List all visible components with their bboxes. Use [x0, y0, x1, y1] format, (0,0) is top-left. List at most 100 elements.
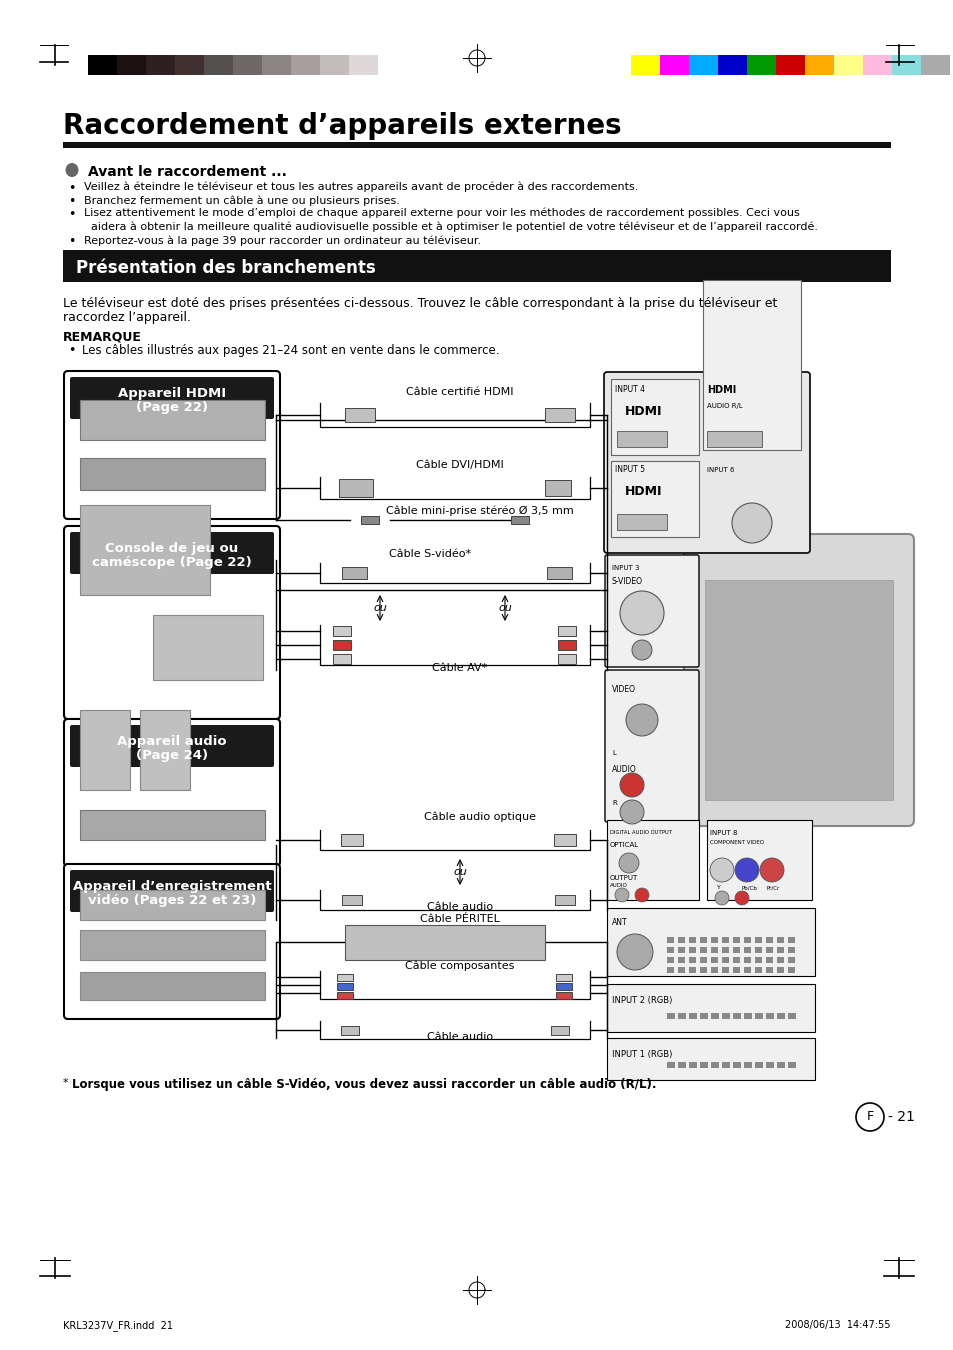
Circle shape	[734, 891, 748, 904]
Bar	[336, 983, 353, 990]
Bar	[710, 1012, 719, 1019]
Bar	[732, 967, 740, 973]
Text: •: •	[69, 235, 75, 248]
Bar	[333, 626, 351, 636]
Circle shape	[731, 504, 771, 543]
Bar	[765, 1062, 773, 1068]
Bar	[606, 1038, 814, 1080]
Circle shape	[619, 591, 663, 634]
Bar	[233, 55, 262, 76]
Text: •: •	[69, 208, 75, 221]
Text: aidera à obtenir la meilleure qualité audiovisuelle possible et à optimiser le p: aidera à obtenir la meilleure qualité au…	[84, 221, 817, 231]
Bar	[765, 957, 772, 963]
Text: Le téléviseur est doté des prises présentées ci-dessous. Trouvez le câble corres: Le téléviseur est doté des prises présen…	[63, 297, 777, 310]
Text: INPUT 1 (RGB): INPUT 1 (RGB)	[612, 1050, 672, 1058]
Bar	[732, 946, 740, 953]
Text: S-VIDEO: S-VIDEO	[612, 576, 642, 586]
Bar	[666, 1012, 675, 1019]
Bar	[776, 946, 783, 953]
Bar	[544, 408, 575, 423]
Circle shape	[760, 859, 783, 882]
FancyBboxPatch shape	[70, 869, 274, 913]
Bar	[80, 710, 130, 790]
Bar	[721, 957, 728, 963]
Bar	[754, 957, 761, 963]
Circle shape	[618, 853, 639, 873]
Bar	[721, 1012, 729, 1019]
Bar	[688, 1012, 697, 1019]
Bar	[204, 55, 233, 76]
Text: KRL3237V_FR.indd  21: KRL3237V_FR.indd 21	[63, 1320, 172, 1331]
Bar	[606, 819, 699, 900]
FancyBboxPatch shape	[70, 725, 274, 767]
Bar	[80, 505, 210, 595]
Bar	[721, 1062, 729, 1068]
Bar	[617, 431, 666, 447]
Circle shape	[734, 859, 759, 882]
Text: Câble mini-prise stéréo Ø 3,5 mm: Câble mini-prise stéréo Ø 3,5 mm	[386, 505, 574, 516]
Bar	[743, 967, 750, 973]
Bar	[606, 984, 814, 1031]
Text: Câble audio: Câble audio	[427, 902, 493, 913]
Bar	[765, 946, 772, 953]
Bar	[606, 909, 814, 976]
Bar	[710, 1062, 719, 1068]
Circle shape	[615, 888, 628, 902]
Bar	[700, 957, 706, 963]
Circle shape	[617, 934, 652, 971]
FancyBboxPatch shape	[70, 532, 274, 574]
Text: INPUT 6: INPUT 6	[706, 467, 734, 472]
Bar	[617, 514, 666, 531]
Text: ou: ou	[453, 867, 466, 878]
Circle shape	[625, 703, 658, 736]
Bar	[743, 946, 750, 953]
Ellipse shape	[66, 163, 78, 177]
Text: AUDIO: AUDIO	[609, 883, 627, 888]
Bar	[556, 991, 572, 999]
Bar	[610, 379, 699, 455]
Text: Appareil audio: Appareil audio	[117, 734, 227, 748]
Bar	[710, 946, 718, 953]
Bar	[333, 653, 351, 664]
Bar	[718, 55, 746, 76]
Text: R: R	[612, 801, 616, 806]
Bar	[555, 895, 575, 905]
Bar	[80, 810, 265, 840]
Text: AUDIO R/L: AUDIO R/L	[706, 404, 742, 409]
Bar	[743, 937, 750, 944]
Bar	[721, 967, 728, 973]
Bar	[666, 967, 673, 973]
Bar	[732, 957, 740, 963]
Bar	[754, 946, 761, 953]
Text: Appareil HDMI: Appareil HDMI	[118, 387, 226, 400]
Text: Câble audio: Câble audio	[427, 1031, 493, 1042]
Bar	[743, 1012, 751, 1019]
Bar	[80, 930, 265, 960]
Bar	[551, 1026, 568, 1034]
Bar	[833, 55, 862, 76]
Bar	[544, 481, 571, 495]
Bar	[558, 653, 576, 664]
FancyBboxPatch shape	[70, 377, 274, 418]
Text: OUTPUT: OUTPUT	[609, 875, 638, 882]
Bar	[754, 967, 761, 973]
Text: ou: ou	[497, 603, 512, 613]
Bar	[678, 946, 684, 953]
Bar	[732, 1012, 740, 1019]
Bar	[556, 983, 572, 990]
Circle shape	[635, 888, 648, 902]
Bar	[700, 967, 706, 973]
Bar	[319, 55, 349, 76]
Text: *: *	[63, 1079, 69, 1088]
Text: COMPONENT VIDEO: COMPONENT VIDEO	[709, 840, 763, 845]
FancyBboxPatch shape	[64, 526, 280, 720]
Text: INPUT 4: INPUT 4	[615, 385, 644, 394]
Text: HDMI: HDMI	[706, 385, 736, 396]
Bar	[706, 431, 761, 447]
Text: Avant le raccordement ...: Avant le raccordement ...	[88, 165, 287, 180]
Bar	[700, 1062, 707, 1068]
Bar	[787, 937, 794, 944]
Circle shape	[709, 859, 733, 882]
FancyBboxPatch shape	[683, 535, 913, 826]
Text: Appareil d’enregistrement: Appareil d’enregistrement	[72, 880, 271, 892]
